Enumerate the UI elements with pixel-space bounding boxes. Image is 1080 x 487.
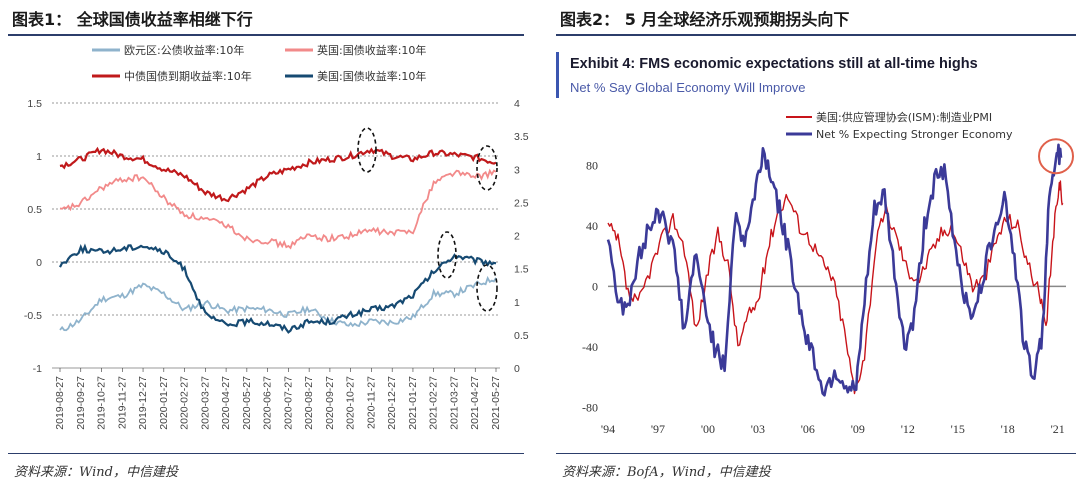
right-title-rule — [556, 34, 1076, 36]
legend-label: 中债国债到期收益率:10年 — [124, 69, 252, 83]
y-tick-label: -40 — [582, 340, 598, 354]
right-figure-title: 图表2： 5 月全球经济乐观预期拐头向下 — [560, 10, 850, 29]
legend-label: 美国:供应管理协会(ISM):制造业PMI — [816, 110, 992, 124]
x-tick-label: 2020-07-27 — [282, 376, 294, 430]
x-tick-label: 2019-10-27 — [96, 376, 108, 430]
x-tick-label: 2020-08-27 — [303, 376, 315, 430]
y-left-tick-label: -0.5 — [24, 310, 42, 322]
x-tick-label: '97 — [651, 422, 665, 436]
x-tick-label: 2020-06-27 — [262, 376, 274, 430]
legend-label: Net % Expecting Stronger Economy — [816, 128, 1013, 141]
y-left-tick-label: -1 — [33, 363, 42, 375]
left-bottom-rule — [8, 453, 524, 454]
left-title-rule — [8, 34, 524, 36]
legend-label: 欧元区:公债收益率:10年 — [124, 43, 244, 57]
x-tick-label: '21 — [1051, 422, 1065, 436]
legend-label: 美国:国债收益率:10年 — [317, 69, 426, 83]
x-tick-label: 2019-12-27 — [137, 376, 149, 430]
x-tick-label: 2020-02-27 — [179, 376, 191, 430]
highlight-ellipse — [476, 145, 498, 191]
x-tick-label: '09 — [851, 422, 865, 436]
x-tick-label: '94 — [601, 422, 615, 436]
x-tick-label: 2020-03-27 — [199, 376, 211, 430]
y-right-tick-label: 1.5 — [514, 264, 529, 276]
left-source-note: 资料来源：Wind，中信建投 — [14, 465, 178, 480]
y-right-tick-label: 0.5 — [514, 330, 529, 342]
y-tick-label: -80 — [582, 400, 598, 414]
y-right-tick-label: 2.5 — [514, 197, 529, 209]
x-tick-label: 2021-03-27 — [448, 376, 460, 430]
x-tick-label: 2021-05-27 — [490, 376, 502, 430]
series-line — [59, 146, 497, 203]
x-tick-label: 2020-12-27 — [386, 376, 398, 430]
highlight-ellipse — [357, 127, 377, 173]
x-tick-label: '15 — [951, 422, 965, 436]
right-chart: Exhibit 4: FMS economic expectations sti… — [556, 52, 1075, 436]
x-tick-label: '00 — [701, 422, 715, 436]
y-tick-label: 40 — [586, 219, 598, 233]
series-line — [59, 275, 497, 332]
y-tick-label: 0 — [592, 279, 598, 293]
x-tick-label: '03 — [751, 422, 765, 436]
y-left-tick-label: 0 — [36, 257, 42, 269]
x-tick-label: 2020-04-27 — [220, 376, 232, 430]
x-tick-label: 2020-01-27 — [158, 376, 170, 430]
right-bottom-rule — [556, 453, 1076, 454]
y-right-tick-label: 1 — [514, 297, 520, 309]
right-source-note: 资料来源：BofA，Wind，中信建投 — [562, 465, 771, 480]
x-tick-label: 2019-11-27 — [116, 376, 128, 429]
x-tick-label: 2020-11-27 — [365, 376, 377, 429]
right-figure: 图表2： 5 月全球经济乐观预期拐头向下 Exhibit 4: FMS econ… — [548, 0, 1080, 487]
y-left-tick-label: 1 — [36, 151, 42, 163]
series-line — [606, 143, 1063, 397]
highlight-ellipse — [437, 231, 457, 279]
exhibit-title: Exhibit 4: FMS economic expectations sti… — [570, 56, 978, 72]
highlight-ellipse — [476, 264, 498, 312]
left-figure-title: 图表1： 全球国债收益率相继下行 — [12, 10, 253, 29]
x-tick-label: 2020-05-27 — [241, 376, 253, 430]
x-tick-label: 2020-10-27 — [345, 376, 357, 430]
x-tick-label: 2019-08-27 — [54, 376, 66, 430]
y-right-tick-label: 0 — [514, 363, 520, 375]
series-line — [59, 243, 497, 334]
x-tick-label: 2021-01-27 — [407, 376, 419, 430]
x-tick-label: 2021-02-27 — [428, 376, 440, 430]
left-figure: 图表1： 全球国债收益率相继下行 欧元区:公债收益率:10年 英国:国债收益率:1… — [0, 0, 529, 487]
y-tick-label: 80 — [586, 158, 598, 172]
y-right-tick-label: 3.5 — [514, 131, 529, 143]
x-tick-label: 2021-04-27 — [469, 376, 481, 430]
x-tick-label: '18 — [1001, 422, 1015, 436]
x-tick-label: '12 — [901, 422, 915, 436]
y-right-tick-label: 4 — [514, 98, 520, 110]
legend-label: 英国:国债收益率:10年 — [317, 43, 426, 57]
title-accent-bar — [556, 52, 559, 98]
x-tick-label: 2020-09-27 — [324, 376, 336, 430]
series-line — [59, 168, 497, 250]
x-tick-label: '06 — [801, 422, 815, 436]
y-left-tick-label: 0.5 — [27, 204, 42, 216]
highlight-circle — [1038, 138, 1075, 175]
series-line — [607, 180, 1064, 395]
y-left-tick-label: 1.5 — [27, 98, 42, 110]
exhibit-subtitle: Net % Say Global Economy Will Improve — [570, 80, 806, 95]
y-right-tick-label: 3 — [514, 164, 520, 176]
y-right-tick-label: 2 — [514, 231, 520, 243]
x-tick-label: 2019-09-27 — [75, 376, 87, 430]
